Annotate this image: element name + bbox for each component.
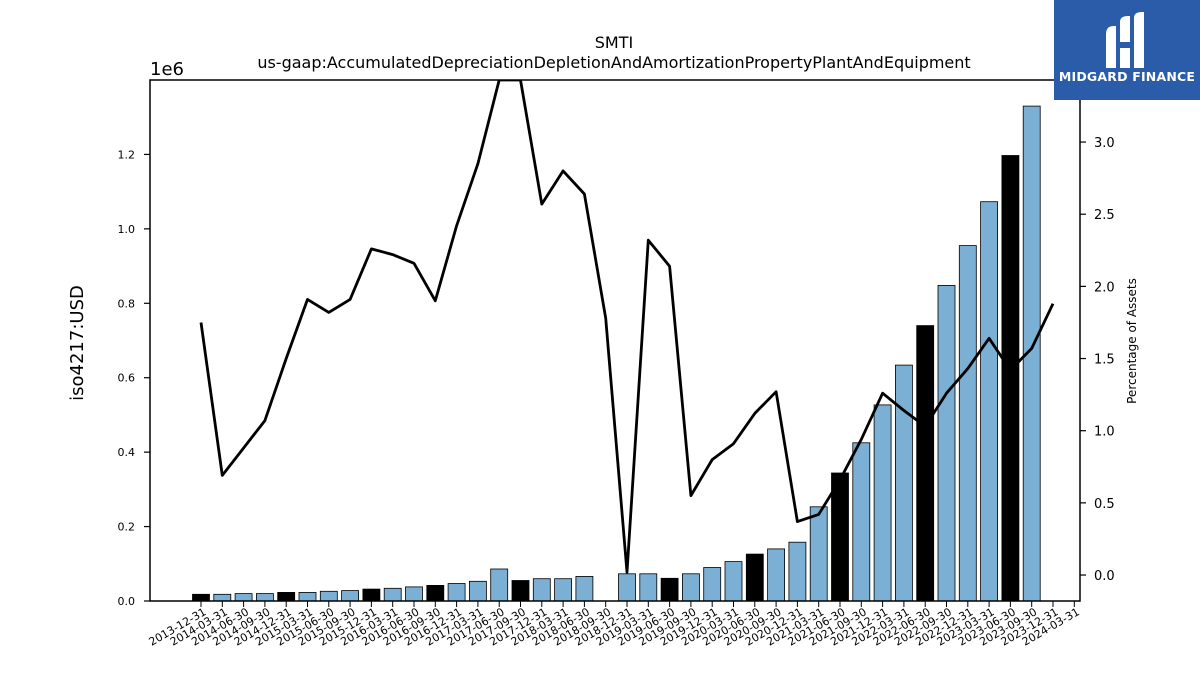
logo-text: MIDGARD FINANCE xyxy=(1058,69,1196,84)
y-tick-label: 0.4 xyxy=(118,446,136,459)
y2-axis-label: Percentage of Assets xyxy=(1125,278,1139,404)
plot-frame xyxy=(149,79,1081,602)
y-tick-label: 1.2 xyxy=(118,148,136,161)
chart-title: SMTI xyxy=(595,33,633,52)
bar-2022-06-30 xyxy=(916,325,935,602)
bar-2021-03-31 xyxy=(809,506,828,602)
y-axis-label: iso4217:USD xyxy=(67,285,88,401)
y2-tick-label: 0.5 xyxy=(1094,497,1115,512)
bar-2013-12-31 xyxy=(192,593,210,602)
bar-2023-03-31 xyxy=(980,201,998,602)
y-tick-label: 0.6 xyxy=(118,372,136,385)
bar-2019-03-31 xyxy=(639,573,658,602)
y2-tick-label: 2.5 xyxy=(1094,208,1115,223)
bar-2020-09-30 xyxy=(767,548,785,602)
bar-2016-06-30 xyxy=(405,586,423,602)
bar-2016-03-31 xyxy=(383,587,402,602)
bar-2015-06-30 xyxy=(319,590,338,602)
bar-2014-12-31 xyxy=(277,592,296,602)
bar-2014-06-30 xyxy=(234,593,253,602)
y2-axis-ticks: 0.0 0.5 1.0 1.5 2.0 2.5 3.0 xyxy=(1080,136,1115,584)
bar-2016-09-30 xyxy=(426,585,445,602)
y2-tick-label: 0.0 xyxy=(1094,569,1115,584)
x-axis-ticks: 2013-12-312014-03-312014-06-302014-09-30… xyxy=(147,601,1082,649)
bar-2018-12-31 xyxy=(618,573,636,602)
y-tick-label: 0.0 xyxy=(118,595,136,608)
bar-2015-09-30 xyxy=(341,590,360,602)
bar-2017-06-30 xyxy=(490,568,509,602)
y2-tick-label: 1.5 xyxy=(1094,353,1115,368)
bar-2018-03-31 xyxy=(554,578,572,602)
bar-2017-12-31 xyxy=(532,578,551,602)
bar-2015-12-31 xyxy=(362,588,381,602)
y2-tick-label: 3.0 xyxy=(1094,136,1115,151)
percentage-of-assets-line xyxy=(199,80,1055,574)
bar-2014-09-30 xyxy=(255,593,274,602)
bar-2021-06-30 xyxy=(831,472,849,602)
y-tick-label: 0.8 xyxy=(118,297,136,310)
y-axis-ticks: 0.0 0.2 0.4 0.6 0.8 1.0 1.2 xyxy=(118,148,150,608)
bar-2019-12-31 xyxy=(703,567,722,602)
bar-series xyxy=(192,105,1041,602)
bar-2021-12-31 xyxy=(873,404,892,602)
bar-2020-06-30 xyxy=(745,553,764,602)
bar-2022-09-30 xyxy=(937,284,956,602)
bar-2014-03-31 xyxy=(213,593,232,602)
bar-2016-12-31 xyxy=(447,583,466,602)
chart-subtitle: us-gaap:AccumulatedDepreciationDepletion… xyxy=(257,53,970,72)
bar-2023-06-30 xyxy=(1001,155,1020,602)
bar-2015-03-31 xyxy=(298,592,317,602)
y-tick-label: 0.2 xyxy=(118,521,136,534)
bar-2019-09-30 xyxy=(682,573,700,602)
bar-2020-03-31 xyxy=(724,561,743,602)
bar-2019-06-30 xyxy=(660,577,679,602)
y-scale-label: 1e6 xyxy=(150,59,184,80)
bar-2017-09-30 xyxy=(511,580,530,602)
midgard-logo-icon xyxy=(1106,12,1144,68)
bar-2017-03-31 xyxy=(468,580,487,602)
bar-2021-09-30 xyxy=(852,442,871,602)
y-tick-label: 1.0 xyxy=(118,223,136,236)
y2-tick-label: 2.0 xyxy=(1094,280,1115,295)
bar-2022-12-31 xyxy=(958,245,977,602)
y2-tick-label: 1.0 xyxy=(1094,425,1115,440)
bar-2020-12-31 xyxy=(788,541,807,602)
percentage-line-series xyxy=(199,80,1055,574)
bar-2018-06-30 xyxy=(575,576,594,602)
midgard-finance-logo: MIDGARD FINANCE xyxy=(1054,0,1200,100)
bar-2022-03-31 xyxy=(895,364,913,602)
